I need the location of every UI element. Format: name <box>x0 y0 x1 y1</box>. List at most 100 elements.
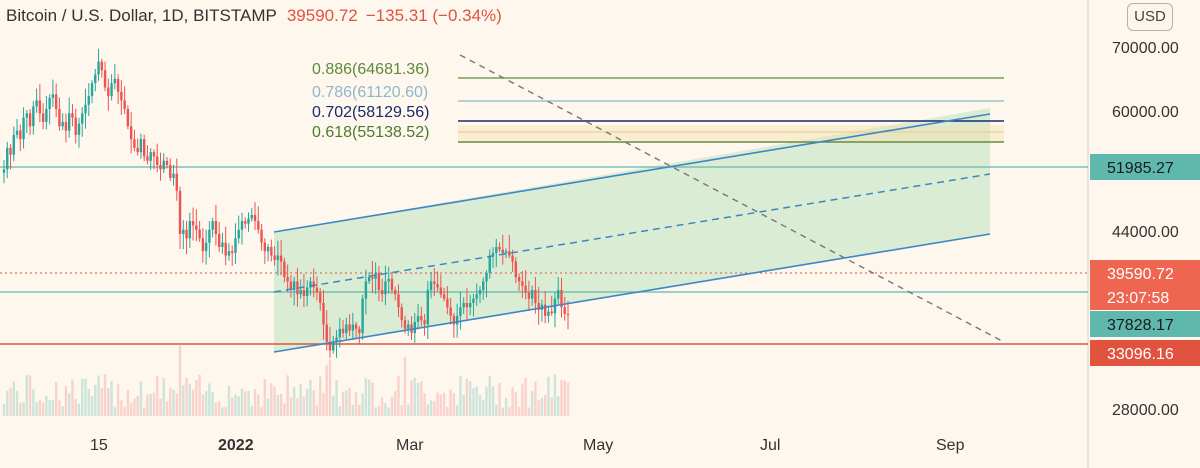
volume-bar <box>436 392 439 416</box>
candle-body <box>38 100 42 114</box>
candle-body <box>231 251 234 253</box>
candle-body <box>68 113 71 131</box>
currency-button[interactable]: USD <box>1127 3 1173 31</box>
volume-bar <box>498 382 501 416</box>
volume-bar <box>58 400 61 416</box>
volume-bar <box>74 399 77 416</box>
volume-bar <box>452 393 456 416</box>
candle-body <box>537 302 540 310</box>
candle-body <box>273 255 276 260</box>
volume-bar <box>283 403 286 416</box>
candle-body <box>204 242 208 252</box>
candle-body <box>514 261 518 278</box>
volume-bar <box>501 407 504 416</box>
volume-bar <box>521 384 524 416</box>
fib-618-band <box>458 125 1004 143</box>
fib-levels: 0.886(64681.36) 0.786(61120.60) 0.702(58… <box>312 61 1004 143</box>
volume-bar <box>345 390 348 416</box>
volume-bars <box>2 345 570 416</box>
candle-body <box>351 324 355 331</box>
candle-body <box>309 281 312 288</box>
volume-bar <box>195 379 198 416</box>
volume-bar <box>156 376 159 416</box>
candle-body <box>478 290 482 295</box>
candle-body <box>504 251 508 253</box>
volume-bar <box>273 386 276 416</box>
candle-body <box>276 255 280 260</box>
badge-37828-label: 37828.17 <box>1107 317 1174 334</box>
channel-upper-line <box>273 113 991 233</box>
volume-bar <box>351 404 355 416</box>
candle-body <box>439 287 443 295</box>
header-change: −135.31 (−0.34%) <box>365 6 502 25</box>
candle-body <box>48 97 51 110</box>
symbol-title[interactable]: Bitcoin / U.S. Dollar, 1D, BITSTAMP <box>6 6 277 25</box>
volume-bar <box>491 386 495 416</box>
volume-bar <box>517 407 521 416</box>
candle-body <box>9 147 12 155</box>
candle-body <box>560 290 563 308</box>
volume-bar <box>136 395 139 416</box>
volume-bar <box>81 378 84 416</box>
candle-body <box>172 173 175 178</box>
volume-bar <box>488 375 491 416</box>
candle-body <box>152 152 156 157</box>
volume-bar <box>465 378 469 416</box>
candle-body <box>159 165 162 170</box>
candle-body <box>103 70 107 88</box>
candle-body <box>35 100 38 107</box>
volume-bar <box>328 359 332 416</box>
volume-bar <box>455 405 459 416</box>
candle-body <box>97 61 100 75</box>
candle-body <box>84 104 87 114</box>
volume-bar <box>482 399 485 416</box>
volume-bar <box>64 386 68 416</box>
volume-bar <box>110 381 113 416</box>
fib-618-label: 0.618(55138.52) <box>312 124 429 141</box>
badge-51985-label: 51985.27 <box>1107 160 1174 177</box>
badge-33096-bg <box>1090 340 1200 366</box>
candle-body <box>413 321 416 334</box>
volume-bar <box>309 379 312 416</box>
candle-body <box>71 113 74 118</box>
candle-body <box>292 281 296 291</box>
volume-bar <box>560 380 563 416</box>
volume-bar <box>116 384 120 416</box>
volume-bar <box>263 379 267 416</box>
candle-body <box>139 139 143 153</box>
fib-786-label: 0.786(61120.60) <box>312 84 428 101</box>
candle-body <box>165 160 169 166</box>
volume-bar <box>557 396 560 416</box>
volume-bar <box>198 374 201 416</box>
candle-body <box>110 83 113 97</box>
volume-bar <box>94 384 97 416</box>
candle-body <box>446 298 449 308</box>
volume-bar <box>9 387 12 416</box>
volume-bar <box>103 374 107 416</box>
badge-37828: 37828.17 <box>1090 311 1200 337</box>
badge-current-price-label: 39590.72 <box>1107 266 1174 283</box>
volume-bar <box>123 406 126 416</box>
candle-body <box>380 290 384 295</box>
volume-bar <box>61 406 64 416</box>
volume-bar <box>364 378 368 416</box>
volume-bar <box>169 387 172 416</box>
candle-body <box>566 313 570 316</box>
candle-body <box>208 229 211 243</box>
volume-bar <box>387 407 390 416</box>
candle-body <box>136 147 139 153</box>
candle-body <box>501 249 504 253</box>
channel-fill <box>274 108 990 352</box>
volume-bar <box>227 385 231 416</box>
volume-bar <box>45 396 48 416</box>
volume-bar <box>276 395 280 416</box>
candle-body <box>41 113 45 122</box>
volume-bar <box>354 392 358 416</box>
volume-bar <box>367 379 371 416</box>
candle-body <box>345 324 348 334</box>
candle-body <box>116 78 120 92</box>
candle-body <box>527 292 531 299</box>
candle-body <box>332 341 335 351</box>
volume-bar <box>244 391 247 416</box>
